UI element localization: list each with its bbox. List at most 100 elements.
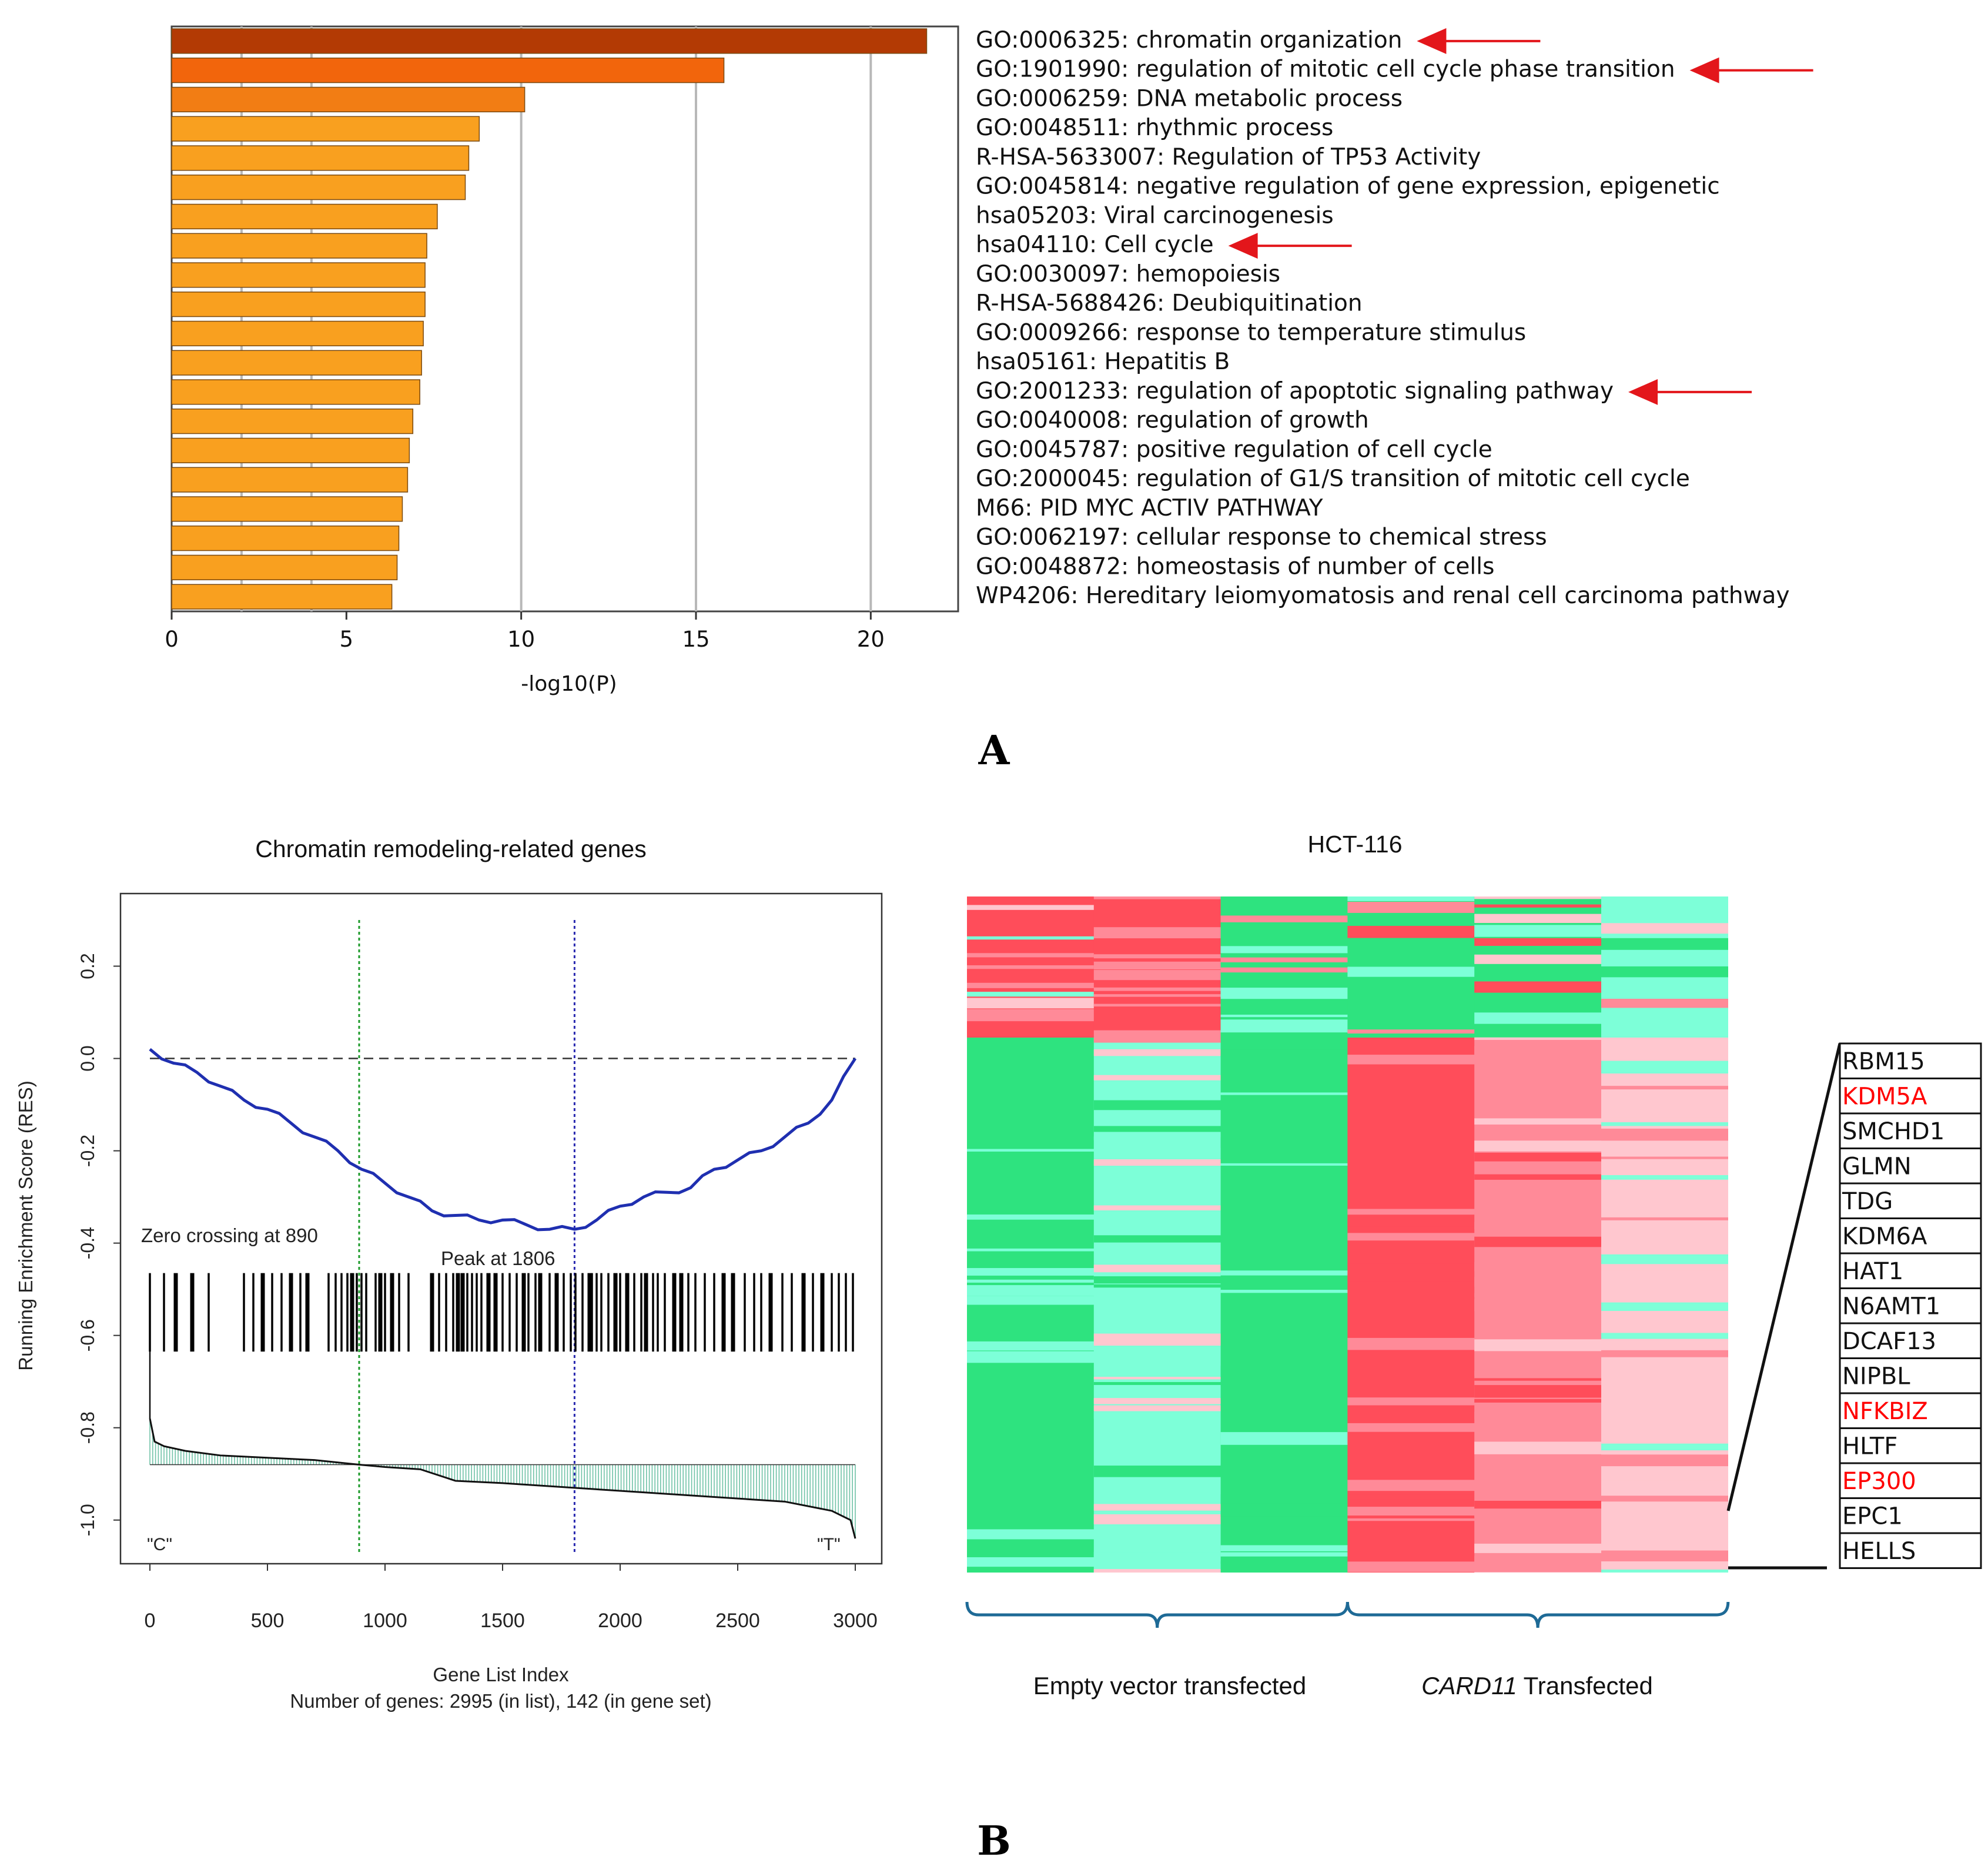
heatmap-group-2-label: CARD11 Transfected	[1421, 1672, 1653, 1700]
heatmap-cell	[1474, 1262, 1602, 1272]
panel-a-label: A	[978, 727, 1010, 774]
heatmap-cell	[1347, 1055, 1475, 1065]
heatmap-cell	[1093, 927, 1221, 939]
gsea-metric-curve	[149, 1418, 856, 1539]
heatmap-cell	[1474, 1140, 1602, 1152]
heatmap-cell	[1347, 1274, 1475, 1282]
heatmap-cell	[1220, 1290, 1348, 1293]
heatmap-cell	[1474, 1152, 1602, 1162]
heatmap-cell	[1347, 1180, 1475, 1185]
heatmap-cell	[1220, 1163, 1348, 1166]
heatmap-cell	[1347, 896, 1475, 901]
heatmap-cell	[967, 982, 1095, 988]
heatmap-cell	[967, 1296, 1095, 1305]
panel-a-bar	[171, 86, 526, 113]
heatmap-cell	[1220, 1270, 1348, 1276]
heatmap-gene-label: N6AMT1	[1842, 1293, 1940, 1320]
panel-a-category-label: GO:0006259: DNA metabolic process	[976, 85, 1403, 112]
heatmap-cell	[1601, 923, 1728, 934]
heatmap-cell	[1474, 1299, 1602, 1312]
heatmap-cell	[1601, 1454, 1728, 1467]
panel-a-x-tick-label: 20	[857, 627, 885, 652]
heatmap-gene-label: GLMN	[1842, 1153, 1912, 1180]
heatmap-cell	[1347, 1233, 1475, 1241]
heatmap-cell	[1093, 1075, 1221, 1080]
heatmap-cell	[1220, 1561, 1348, 1564]
panel-a-bar	[171, 496, 403, 522]
panel-a-category-label: GO:0045787: positive regulation of cell …	[976, 436, 1492, 463]
gsea-x-tick-label: 3000	[833, 1610, 878, 1632]
heatmap-zoom-lines	[1726, 1043, 1842, 1570]
heatmap-cell	[1474, 1339, 1602, 1351]
panel-a-bar	[171, 28, 928, 54]
panel-a-category-label: hsa05203: Viral carcinogenesis	[976, 202, 1334, 229]
heatmap-cell	[1347, 1423, 1475, 1432]
gsea-y-tick-label: -0.4	[77, 1227, 98, 1259]
panel-a-x-tick-label: 0	[165, 627, 179, 652]
heatmap-cell	[1474, 981, 1602, 993]
panel-b-heatmap: HCT-116 RBM15 KDM5A SMCHD1 GLMN TDG KDM6A HAT1…	[965, 831, 1982, 1700]
panel-a-bar	[171, 467, 409, 493]
gsea-res-line	[149, 1048, 857, 1232]
heatmap-cell	[967, 1498, 1095, 1508]
heatmap-gene-label: EPC1	[1842, 1503, 1903, 1530]
heatmap-cell	[1093, 896, 1221, 899]
heatmap-cell	[1474, 1385, 1602, 1398]
heatmap-cell	[967, 1268, 1095, 1276]
heatmap-cell	[1601, 1222, 1728, 1226]
heatmap-cell	[1601, 1270, 1728, 1276]
heatmap-cell	[1093, 1504, 1221, 1511]
panel-a-x-ticks: 0 5 10 15 20	[165, 611, 885, 652]
heatmap-cell	[1474, 954, 1602, 964]
heatmap-cell	[1093, 1003, 1221, 1007]
panel-a-bars	[171, 28, 928, 610]
heatmap-cell	[1474, 1441, 1602, 1454]
heatmap-cell	[1601, 998, 1728, 1008]
heatmap-cell	[1347, 1337, 1475, 1350]
gsea-y-tick-label: -0.8	[77, 1411, 98, 1444]
heatmap-cell	[1220, 915, 1348, 922]
heatmap-gene-label-table: RBM15 KDM5A SMCHD1 GLMN TDG KDM6A HAT1 N6AMT1 DC…	[1839, 1042, 1982, 1569]
heatmap-cell	[1474, 896, 1602, 899]
heatmap-cell	[1474, 914, 1602, 924]
heatmap-cell	[1474, 1378, 1602, 1381]
heatmap-cell	[1220, 988, 1348, 999]
heatmap-cell	[1347, 1263, 1475, 1266]
panel-a-bar	[171, 145, 470, 171]
heatmap-gene-label: NFKBIZ	[1842, 1398, 1928, 1425]
heatmap-cell	[1601, 1550, 1728, 1562]
heatmap-cell	[1093, 1514, 1221, 1524]
heatmap-group-2-gene: CARD11	[1421, 1672, 1517, 1700]
heatmap-gene-label: HELLS	[1842, 1538, 1916, 1565]
heatmap-cell	[1220, 1366, 1348, 1377]
heatmap-cell	[967, 998, 1095, 1009]
gsea-y-tick-label: 0.2	[77, 953, 98, 979]
heatmap-cell	[1093, 1466, 1221, 1477]
heatmap-cell	[1601, 1443, 1728, 1451]
heatmap-cell	[1220, 1545, 1348, 1551]
heatmap-cell	[1601, 1086, 1728, 1090]
gsea-hit-bars	[149, 1273, 854, 1352]
panel-a-category-label: GO:2000045: regulation of G1/S transitio…	[976, 466, 1690, 492]
gsea-x-tick-label: 1000	[363, 1610, 407, 1632]
heatmap-cell	[1474, 1411, 1602, 1420]
heatmap-cell	[1093, 1264, 1221, 1273]
heatmap-cell	[967, 1571, 1095, 1573]
panel-a-bar	[171, 350, 422, 376]
heatmap-cell	[1220, 1494, 1348, 1504]
panel-a-bar	[171, 320, 424, 347]
panel-a-bar	[171, 57, 725, 83]
heatmap-cell	[967, 1341, 1095, 1351]
heatmap-cell	[967, 905, 1095, 910]
gsea-x-tick-label: 2000	[598, 1610, 642, 1632]
heatmap-group-2-suffix: Transfected	[1517, 1672, 1653, 1700]
heatmap-cell	[1474, 1556, 1602, 1565]
panel-a-arrow-head	[1628, 379, 1658, 405]
heatmap-gene-label: TDG	[1842, 1188, 1893, 1215]
gsea-plot-area	[119, 892, 883, 1565]
gsea-title: Chromatin remodeling-related genes	[255, 835, 646, 862]
heatmap-cell	[1220, 1514, 1348, 1517]
panel-a-bar	[171, 554, 398, 581]
heatmap-cell	[1601, 1175, 1728, 1180]
panel-a-category-label: GO:0048511: rhythmic process	[976, 115, 1333, 141]
